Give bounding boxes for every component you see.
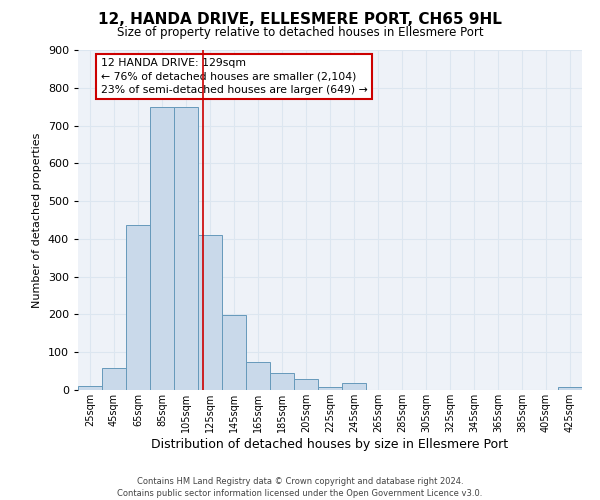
Text: Size of property relative to detached houses in Ellesmere Port: Size of property relative to detached ho… xyxy=(116,26,484,39)
Bar xyxy=(342,383,366,390)
X-axis label: Distribution of detached houses by size in Ellesmere Port: Distribution of detached houses by size … xyxy=(151,438,509,451)
Bar xyxy=(222,315,246,390)
Bar xyxy=(102,368,126,390)
Bar xyxy=(270,373,294,390)
Bar xyxy=(198,235,222,390)
Bar xyxy=(294,378,318,390)
Bar xyxy=(174,106,198,390)
Bar xyxy=(558,387,582,390)
Text: 12 HANDA DRIVE: 129sqm
← 76% of detached houses are smaller (2,104)
23% of semi-: 12 HANDA DRIVE: 129sqm ← 76% of detached… xyxy=(101,58,367,95)
Bar xyxy=(150,106,174,390)
Y-axis label: Number of detached properties: Number of detached properties xyxy=(32,132,42,308)
Text: Contains HM Land Registry data © Crown copyright and database right 2024.
Contai: Contains HM Land Registry data © Crown c… xyxy=(118,476,482,498)
Bar xyxy=(78,386,102,390)
Bar xyxy=(126,225,150,390)
Bar xyxy=(246,362,270,390)
Text: 12, HANDA DRIVE, ELLESMERE PORT, CH65 9HL: 12, HANDA DRIVE, ELLESMERE PORT, CH65 9H… xyxy=(98,12,502,28)
Bar xyxy=(318,387,342,390)
